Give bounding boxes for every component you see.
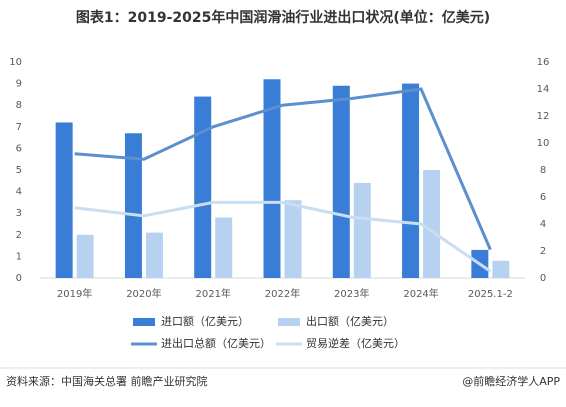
- x-tick-label: 2022年: [265, 287, 300, 300]
- x-tick-label: 2019年: [57, 287, 92, 300]
- chart-title: 图表1：2019-2025年中国润滑油行业进出口状况(单位：亿美元): [76, 9, 490, 26]
- y-tick-label: 2: [16, 230, 22, 241]
- y-tick-label: 8: [16, 100, 22, 111]
- bar: [402, 83, 420, 278]
- bar: [145, 232, 163, 278]
- y-tick-label: 7: [16, 122, 22, 133]
- bar: [76, 234, 94, 278]
- x-tick-label: 2020年: [126, 287, 161, 300]
- y-tick-label: 3: [16, 208, 22, 219]
- credit: @前瞻经济学人APP: [462, 374, 560, 388]
- line: [74, 200, 492, 273]
- bar: [423, 170, 441, 278]
- legend-label: 进口额（亿美元）: [161, 315, 249, 328]
- legend-label: 出口额（亿美元）: [306, 314, 394, 328]
- line: [74, 87, 492, 251]
- bar: [215, 217, 233, 278]
- y2-tick-label: 4: [540, 219, 546, 230]
- legend-label: 贸易逆差（亿美元）: [306, 336, 405, 350]
- x-tick-label: 2021年: [195, 287, 230, 300]
- x-tick-label: 2024年: [403, 287, 438, 300]
- y2-tick-label: 16: [537, 57, 550, 68]
- bar: [55, 122, 73, 278]
- bar: [353, 182, 371, 278]
- bar: [284, 200, 302, 278]
- y2-tick-label: 2: [540, 246, 546, 257]
- bar: [492, 260, 510, 278]
- bar: [124, 133, 142, 278]
- x-tick-label: 2023年: [334, 287, 369, 300]
- legend-swatch: [278, 318, 300, 326]
- y2-tick-label: 8: [540, 165, 546, 176]
- bar: [332, 85, 350, 278]
- x-tick-label: 2025.1-2: [468, 289, 513, 300]
- y2-tick-label: 10: [537, 138, 550, 149]
- y-tick-label: 6: [16, 143, 22, 154]
- legend-label: 进出口总额（亿美元）: [161, 336, 271, 350]
- y-tick-label: 9: [16, 79, 22, 90]
- y-tick-label: 1: [16, 251, 22, 262]
- y2-tick-label: 12: [537, 111, 550, 122]
- y2-tick-label: 14: [537, 84, 550, 95]
- y-tick-label: 5: [16, 165, 22, 176]
- y-tick-label: 0: [16, 273, 22, 284]
- y-tick-label: 4: [16, 187, 22, 198]
- bar: [194, 96, 212, 278]
- y2-tick-label: 0: [540, 273, 546, 284]
- legend-swatch: [133, 318, 155, 326]
- y-tick-label: 10: [9, 57, 22, 68]
- y2-tick-label: 6: [540, 192, 546, 203]
- bar: [263, 79, 281, 278]
- source: 资料来源：中国海关总署 前瞻产业研究院: [6, 374, 208, 388]
